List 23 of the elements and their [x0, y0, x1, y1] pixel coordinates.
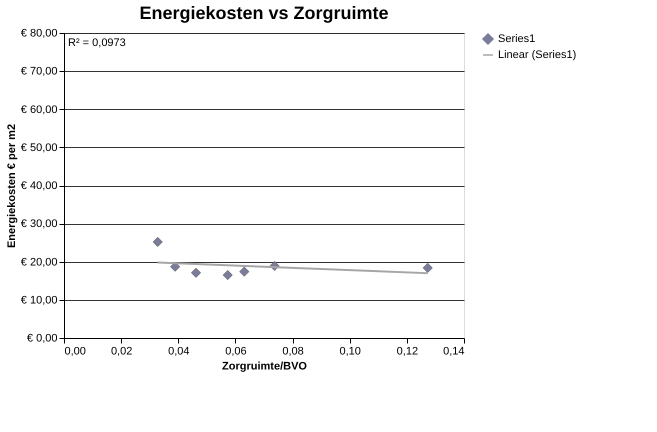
x-tick-label: 0,10: [340, 346, 361, 358]
x-tick-label: 0,00: [64, 346, 86, 358]
y-tick-label: € 10,00: [20, 294, 58, 306]
annotation: R² = 0,0973: [68, 37, 126, 49]
x-tick-label: 0,02: [110, 346, 132, 358]
y-tick-label: € 30,00: [20, 218, 58, 230]
legend-label: Linear (Series1): [498, 49, 576, 61]
y-tick-label: € 20,00: [20, 256, 58, 268]
chart-title: Energiekosten vs Zorgruimte: [139, 3, 389, 23]
y-tick-label: € 0,00: [26, 332, 58, 344]
y-tick-label: € 80,00: [20, 28, 58, 40]
y-axis-title: Energiekosten € per m2: [6, 124, 18, 248]
y-tick-label: € 60,00: [20, 104, 58, 116]
x-tick-label: 0,14: [443, 346, 464, 358]
y-tick-label: € 70,00: [20, 66, 58, 78]
y-tick-label: € 50,00: [20, 142, 58, 154]
x-tick-label: 0,04: [168, 346, 190, 358]
legend-label: Series1: [498, 33, 536, 45]
x-tick-label: 0,12: [396, 346, 418, 358]
y-tick-label: € 40,00: [20, 180, 58, 192]
x-axis-title: Zorgruimte/BVO: [222, 360, 308, 372]
x-tick-label: 0,08: [282, 346, 304, 358]
x-tick-label: 0,06: [225, 346, 247, 358]
